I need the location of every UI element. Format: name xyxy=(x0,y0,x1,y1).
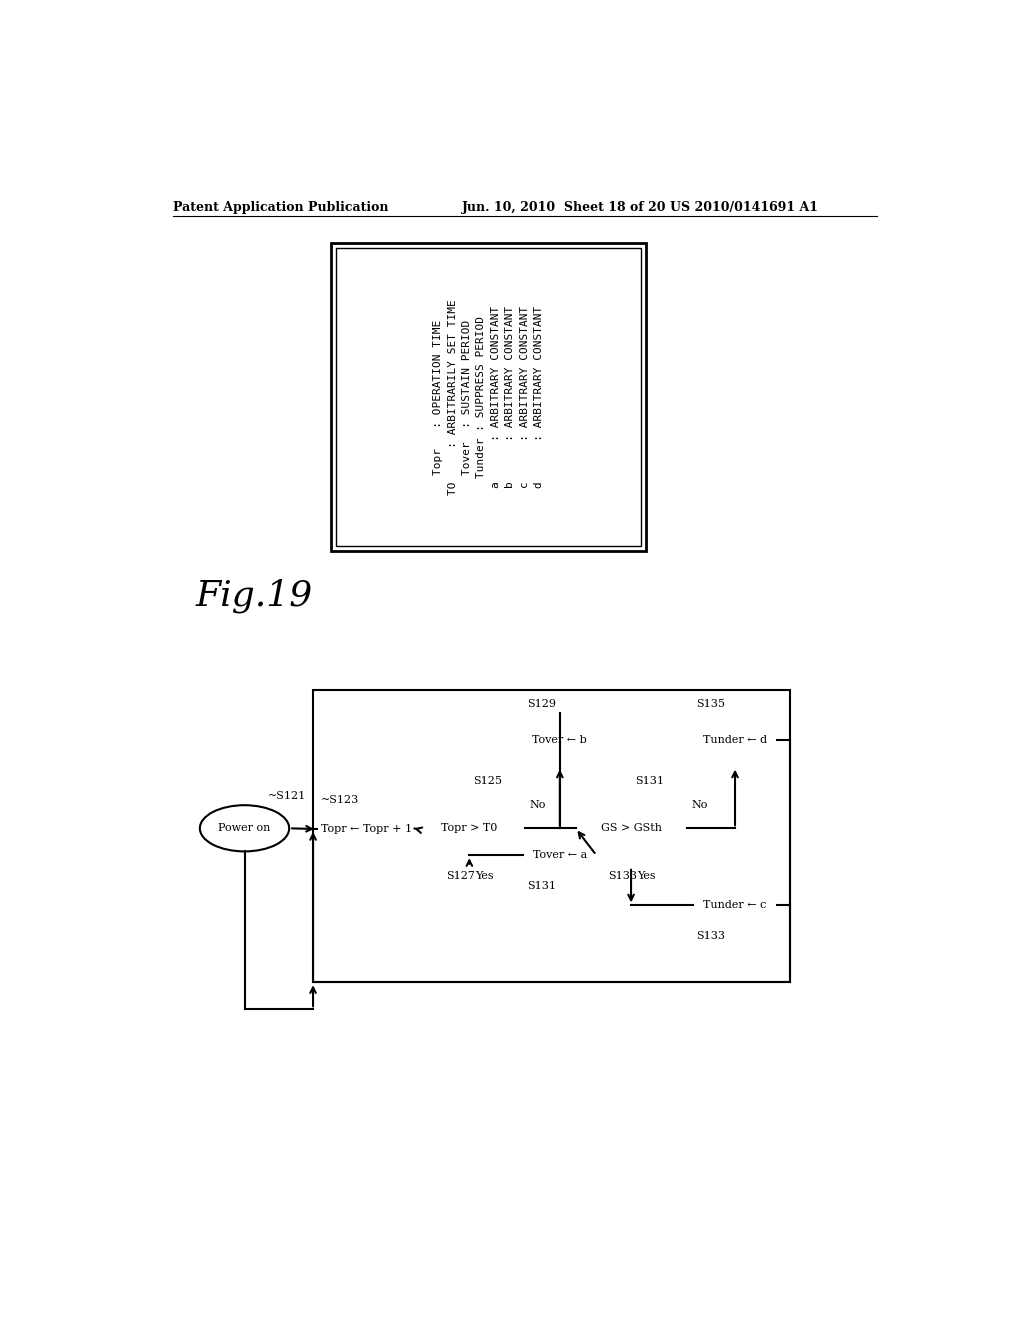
FancyBboxPatch shape xyxy=(523,713,596,767)
Text: S135: S135 xyxy=(696,698,726,709)
Text: Jun. 10, 2010  Sheet 18 of 20: Jun. 10, 2010 Sheet 18 of 20 xyxy=(462,201,667,214)
Text: S125: S125 xyxy=(473,776,502,785)
Text: S131: S131 xyxy=(635,776,664,785)
Text: US 2010/0141691 A1: US 2010/0141691 A1 xyxy=(670,201,817,214)
Text: S133: S133 xyxy=(696,931,726,941)
Text: Topr > T0: Topr > T0 xyxy=(441,824,498,833)
Text: S131: S131 xyxy=(527,880,556,891)
Text: Tunder ← d: Tunder ← d xyxy=(702,735,767,744)
Polygon shape xyxy=(575,789,686,867)
Text: Tover ← b: Tover ← b xyxy=(532,735,587,744)
Text: Topr   : OPERATION TIME
TO     : ARBITRARILY SET TIME
Tover  : SUSTAIN PERIOD
Tu: Topr : OPERATION TIME TO : ARBITRARILY S… xyxy=(433,300,544,495)
FancyBboxPatch shape xyxy=(523,829,596,882)
Text: Patent Application Publication: Patent Application Publication xyxy=(173,201,388,214)
Text: Power on: Power on xyxy=(218,824,270,833)
FancyBboxPatch shape xyxy=(692,878,777,932)
Ellipse shape xyxy=(200,805,289,851)
FancyBboxPatch shape xyxy=(316,809,417,849)
FancyBboxPatch shape xyxy=(336,248,641,545)
Text: S129: S129 xyxy=(527,698,556,709)
Text: Tover ← a: Tover ← a xyxy=(532,850,587,861)
Text: Yes: Yes xyxy=(475,871,495,880)
Text: Fig.19: Fig.19 xyxy=(196,578,313,612)
Text: No: No xyxy=(529,800,546,810)
Text: S127: S127 xyxy=(446,871,475,880)
Text: ~S123: ~S123 xyxy=(321,795,359,805)
Text: No: No xyxy=(691,800,708,810)
Text: S133: S133 xyxy=(608,871,637,880)
Text: GS > GSth: GS > GSth xyxy=(600,824,662,833)
Text: Tunder ← c: Tunder ← c xyxy=(703,900,767,911)
Text: Topr ← Topr + 1: Topr ← Topr + 1 xyxy=(322,824,413,834)
Polygon shape xyxy=(414,789,524,867)
Text: Yes: Yes xyxy=(637,871,655,880)
FancyBboxPatch shape xyxy=(331,243,646,552)
FancyBboxPatch shape xyxy=(313,689,791,982)
FancyBboxPatch shape xyxy=(692,713,777,767)
Text: ~S121: ~S121 xyxy=(267,791,306,801)
